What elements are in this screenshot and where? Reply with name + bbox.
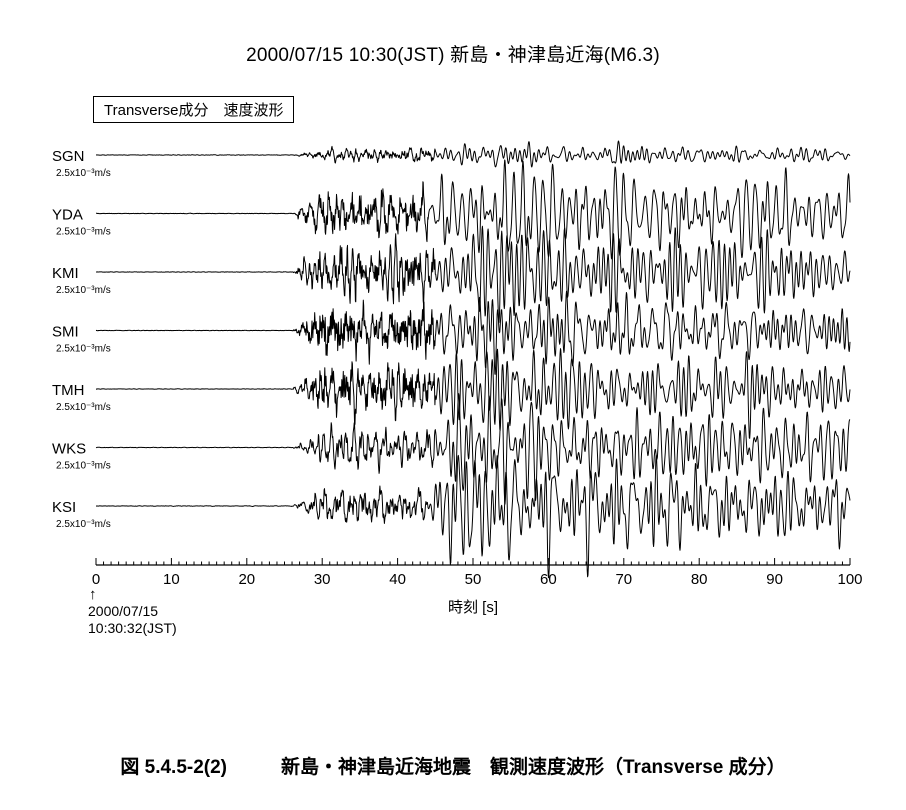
trace-ksi — [95, 454, 851, 579]
station-label-yda: YDA — [52, 207, 83, 224]
x-tick-label: 20 — [238, 571, 255, 588]
x-tick-label: 60 — [540, 571, 557, 588]
chart-title: 2000/07/15 10:30(JST) 新島・神津島近海(M6.3) — [246, 45, 660, 66]
scale-label-yda: 2.5x10⁻³m/s — [56, 227, 111, 238]
x-tick-label: 40 — [389, 571, 406, 588]
scale-label-ksi: 2.5x10⁻³m/s — [56, 519, 111, 530]
x-tick-label: 50 — [465, 571, 482, 588]
origin-time: 10:30:32(JST) — [88, 620, 177, 636]
x-tick-label: 30 — [314, 571, 331, 588]
station-label-ksi: KSI — [52, 499, 76, 516]
x-tick-label: 100 — [837, 571, 862, 588]
trace-wks — [95, 393, 851, 505]
x-tick-label: 80 — [691, 571, 708, 588]
scale-label-sgn: 2.5x10⁻³m/s — [56, 168, 111, 179]
trace-sgn — [95, 140, 851, 168]
trace-tmh — [95, 348, 851, 439]
scale-label-kmi: 2.5x10⁻³m/s — [56, 285, 111, 296]
x-tick-label: 0 — [92, 571, 100, 588]
origin-date: 2000/07/15 — [88, 603, 159, 619]
x-axis-label: 時刻 [s] — [448, 599, 498, 616]
x-tick-label: 70 — [615, 571, 632, 588]
figure-number: 図 5.4.5-2(2) — [120, 757, 227, 778]
station-label-kmi: KMI — [52, 265, 79, 282]
station-label-sgn: SGN — [52, 148, 85, 165]
component-label: Transverse成分 速度波形 — [93, 96, 295, 123]
scale-label-tmh: 2.5x10⁻³m/s — [56, 402, 111, 413]
station-label-smi: SMI — [52, 324, 79, 341]
trace-smi — [95, 290, 851, 375]
trace-yda — [95, 159, 851, 260]
trace-kmi — [95, 225, 851, 323]
figure-caption: 図 5.4.5-2(2) 新島・神津島近海地震 観測速度波形（Transverse… — [0, 752, 906, 779]
origin-time-note: ↑ 2000/07/15 10:30:32(JST) — [88, 586, 177, 637]
figure-caption-text: 新島・神津島近海地震 観測速度波形（Transverse 成分） — [281, 757, 786, 778]
station-label-tmh: TMH — [52, 382, 85, 399]
station-label-wks: WKS — [52, 441, 86, 458]
origin-arrow: ↑ — [89, 586, 97, 603]
x-tick-label: 10 — [163, 571, 180, 588]
scale-label-wks: 2.5x10⁻³m/s — [56, 461, 111, 472]
x-tick-label: 90 — [766, 571, 783, 588]
scale-label-smi: 2.5x10⁻³m/s — [56, 344, 111, 355]
